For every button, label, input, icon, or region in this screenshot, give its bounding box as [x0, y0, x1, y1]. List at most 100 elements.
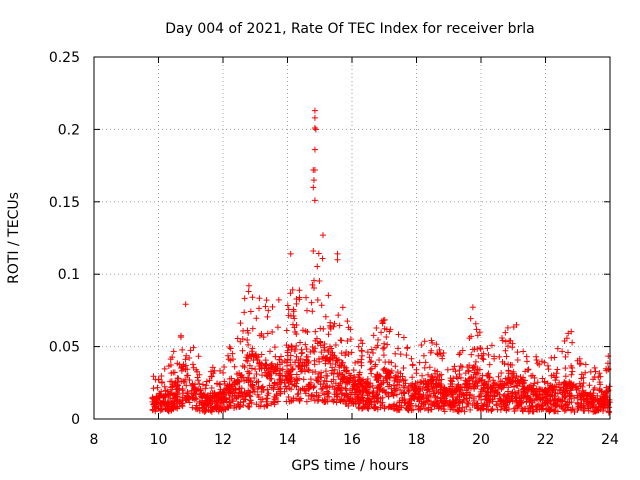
data-point — [398, 402, 405, 409]
data-point — [317, 325, 324, 332]
data-point — [174, 360, 181, 367]
data-point — [302, 341, 309, 348]
data-point — [322, 360, 329, 367]
data-point — [422, 378, 429, 385]
data-point — [182, 356, 189, 363]
data-point — [379, 399, 386, 406]
data-point — [580, 374, 587, 381]
data-point — [179, 387, 186, 394]
data-point — [311, 348, 318, 355]
data-point — [469, 304, 476, 311]
data-point — [283, 368, 290, 375]
data-point — [506, 398, 513, 405]
data-point — [154, 384, 161, 391]
data-point — [523, 353, 530, 360]
data-point — [478, 376, 485, 383]
data-point — [189, 404, 196, 411]
data-point — [600, 404, 607, 411]
data-point — [226, 344, 233, 351]
data-point — [425, 404, 432, 411]
data-point — [254, 385, 261, 392]
data-point — [291, 359, 298, 366]
data-point — [251, 388, 258, 395]
data-point — [421, 338, 428, 345]
data-point — [467, 406, 474, 413]
data-point — [287, 361, 294, 368]
data-point — [285, 393, 292, 400]
data-point — [244, 351, 251, 358]
data-point — [338, 371, 345, 378]
data-point — [564, 349, 571, 356]
data-point — [516, 379, 523, 386]
data-point — [209, 364, 216, 371]
data-point — [472, 320, 479, 327]
y-axis-label: ROTI / TECUs — [6, 192, 22, 284]
data-point — [314, 263, 321, 270]
data-point — [380, 345, 387, 352]
data-point — [572, 383, 579, 390]
data-point — [272, 366, 279, 373]
data-point — [331, 366, 338, 373]
data-point — [388, 389, 395, 396]
x-tick-label: 24 — [601, 432, 619, 448]
data-point — [318, 386, 325, 393]
data-point — [579, 387, 586, 394]
data-point — [440, 393, 447, 400]
data-point — [400, 389, 407, 396]
data-point — [452, 400, 459, 407]
data-point — [449, 386, 456, 393]
data-point — [299, 349, 306, 356]
data-point — [591, 364, 598, 371]
data-point — [381, 316, 388, 323]
data-point — [355, 343, 362, 350]
data-point — [158, 379, 165, 386]
data-point — [293, 371, 300, 378]
data-point — [408, 393, 415, 400]
data-point — [456, 367, 463, 374]
data-point — [470, 373, 477, 380]
data-point — [174, 382, 181, 389]
data-point — [304, 366, 311, 373]
data-point — [192, 394, 199, 401]
data-point — [161, 383, 168, 390]
data-point — [247, 397, 254, 404]
data-point — [441, 402, 448, 409]
data-point — [220, 399, 227, 406]
data-point — [258, 365, 265, 372]
data-point — [448, 378, 455, 385]
data-point — [571, 395, 578, 402]
data-point — [603, 384, 610, 391]
data-point — [219, 389, 226, 396]
data-point — [461, 408, 468, 415]
data-point — [425, 371, 432, 378]
data-point — [268, 384, 275, 391]
data-point — [271, 344, 278, 351]
data-point — [265, 368, 272, 375]
data-point — [541, 359, 548, 366]
data-point — [246, 389, 253, 396]
data-point — [497, 406, 504, 413]
data-point — [480, 356, 487, 363]
data-point — [332, 342, 339, 349]
data-point — [508, 392, 515, 399]
data-point — [173, 403, 180, 410]
data-point — [513, 321, 520, 328]
data-point — [580, 379, 587, 386]
data-point — [573, 386, 580, 393]
data-point — [331, 391, 338, 398]
data-point — [283, 327, 290, 334]
data-point — [606, 383, 613, 390]
data-point — [368, 346, 375, 353]
data-point — [373, 324, 380, 331]
data-point — [189, 380, 196, 387]
data-point — [178, 378, 185, 385]
data-point — [436, 372, 443, 379]
data-point — [374, 391, 381, 398]
data-point — [255, 403, 262, 410]
data-point — [313, 389, 320, 396]
data-point — [427, 392, 434, 399]
data-point — [397, 370, 404, 377]
data-point — [463, 387, 470, 394]
data-point — [526, 383, 533, 390]
